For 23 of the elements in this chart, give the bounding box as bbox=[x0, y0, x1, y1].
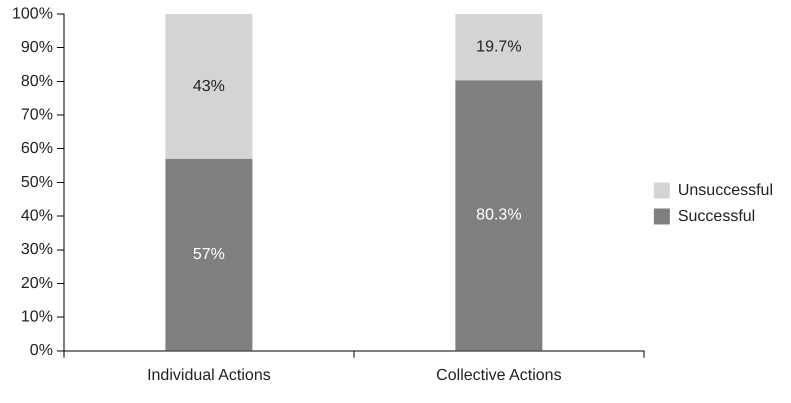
y-tick-label: 60% bbox=[20, 140, 53, 158]
bar bbox=[455, 14, 542, 80]
bar bbox=[165, 158, 252, 350]
data-label: 80.3% bbox=[476, 206, 522, 224]
y-tick-label: 0% bbox=[30, 342, 53, 360]
data-label: 43% bbox=[192, 78, 225, 95]
bar bbox=[455, 80, 542, 350]
legend-label: Unsuccessful bbox=[678, 182, 774, 199]
y-tick-label: 100% bbox=[12, 5, 53, 22]
bar bbox=[165, 14, 252, 159]
y-tick-label: 30% bbox=[20, 241, 53, 258]
y-tick-label: 40% bbox=[20, 207, 53, 224]
y-tick-label: 90% bbox=[20, 39, 53, 56]
y-tick-label: 50% bbox=[20, 174, 53, 191]
x-tick-label: Collective Actions bbox=[436, 366, 562, 384]
y-tick-label: 70% bbox=[20, 106, 53, 124]
x-tick-label: Individual Actions bbox=[147, 366, 271, 384]
legend-label: Successful bbox=[678, 208, 756, 225]
y-tick-label: 10% bbox=[20, 308, 53, 326]
y-tick-label: 80% bbox=[20, 72, 53, 90]
y-tick-label: 20% bbox=[20, 274, 53, 292]
data-label: 19.7% bbox=[476, 38, 522, 56]
data-label: 57% bbox=[192, 246, 225, 263]
